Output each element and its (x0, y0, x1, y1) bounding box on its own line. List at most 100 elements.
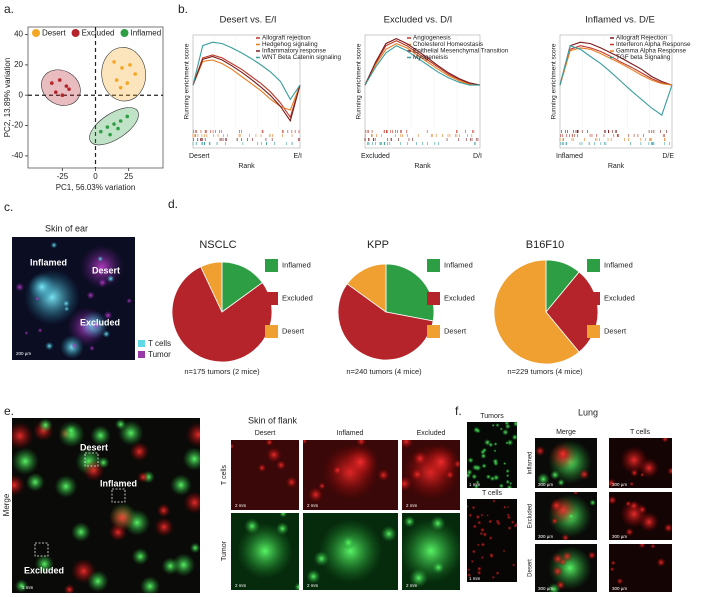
point (118, 85, 123, 90)
point (50, 81, 54, 85)
x-end-label: E/I (293, 153, 302, 160)
blob (308, 486, 324, 503)
blob (609, 478, 617, 488)
pie-slice (385, 263, 435, 322)
legend-swatch (587, 292, 600, 305)
blob (557, 478, 565, 487)
x-end-label: D/E (662, 153, 674, 160)
blob (171, 553, 196, 577)
legend-swatch (265, 325, 278, 338)
chart-title: B16F10 (526, 239, 565, 251)
blob (62, 299, 70, 308)
legend-label: Epithelial Mesenchymal Transition (413, 48, 509, 55)
enrichment-line (559, 45, 673, 86)
blob (467, 572, 472, 578)
chart-caption: n=240 tumors (4 mice) (346, 367, 422, 376)
blob (156, 503, 171, 518)
blob (491, 423, 495, 428)
blob (650, 544, 656, 549)
image-label: Desert (92, 265, 120, 275)
blob (139, 576, 161, 593)
point (128, 63, 132, 67)
image-label: Excluded (24, 565, 64, 575)
image-title: T cells (482, 490, 503, 497)
column-header: Excluded (417, 430, 446, 437)
panel-label: e. (4, 404, 14, 418)
y-tick-label: 0 (19, 90, 24, 99)
blob (480, 555, 484, 560)
blob (266, 447, 282, 463)
scale-label: 2 mm (235, 583, 247, 588)
legend-label: Inflamed (604, 260, 633, 269)
blob (231, 443, 235, 450)
scale-label: 1 mm (469, 482, 481, 487)
blob (475, 514, 481, 520)
blob (183, 491, 200, 514)
blob (472, 524, 478, 529)
micrograph (535, 438, 597, 488)
blob (536, 472, 550, 486)
blob (45, 341, 54, 351)
panel-label: a. (4, 2, 14, 16)
blob (498, 483, 505, 488)
legend-label: Myogeneisis (413, 54, 448, 61)
blob (185, 421, 200, 448)
scale-label: 2 mm (406, 583, 418, 588)
blob (34, 296, 40, 302)
blob (28, 273, 56, 301)
legend-label: Inflammatory response (262, 48, 327, 55)
legend-label: Hedgehog signaling (262, 41, 318, 48)
blob (501, 428, 509, 436)
x-end-label: D/I (473, 153, 482, 160)
blob (504, 422, 510, 426)
blob (313, 550, 330, 567)
blob (505, 441, 509, 445)
point (112, 122, 116, 126)
legend-marker (120, 29, 129, 37)
blob (511, 563, 516, 567)
image-label: Excluded (80, 317, 120, 327)
blob (182, 447, 200, 471)
point (67, 87, 71, 91)
blob (572, 492, 579, 496)
point (60, 93, 65, 98)
blob (82, 459, 105, 482)
blob (102, 330, 111, 338)
point (105, 125, 110, 129)
blob (467, 568, 471, 572)
scale-label: 300 µm (612, 534, 627, 539)
legend-swatch (138, 351, 145, 358)
x-start-label: Desert (189, 153, 210, 160)
blob (12, 474, 25, 496)
blob (549, 499, 563, 513)
enrichment-line (192, 59, 301, 111)
blob (24, 330, 29, 336)
column-header: T cells (630, 429, 651, 436)
image-title: Skin of ear (45, 223, 88, 233)
legend-label: TGF beta Signaling (616, 54, 671, 61)
enrichment-line (559, 44, 673, 116)
micrograph (303, 513, 398, 590)
point (116, 126, 120, 131)
image-label: Inflamed (30, 257, 67, 267)
blob (25, 472, 45, 492)
blob (103, 310, 113, 320)
blob (638, 544, 646, 549)
point (120, 66, 124, 70)
blob (118, 420, 144, 446)
legend-label: Excluded (282, 293, 313, 302)
blob (667, 466, 672, 476)
enrichment-line (364, 45, 480, 86)
point (125, 114, 130, 119)
legend-label: T cells (148, 339, 171, 348)
blob (318, 482, 326, 490)
blob (402, 475, 413, 492)
blob (507, 525, 512, 531)
blob (71, 522, 91, 542)
blob (279, 513, 288, 518)
chart-title: NSCLC (199, 239, 236, 251)
chart-caption: n=175 tumors (2 mice) (184, 367, 260, 376)
legend-label: Allograft rejection (262, 35, 311, 42)
point (98, 129, 103, 134)
blob (468, 513, 473, 518)
